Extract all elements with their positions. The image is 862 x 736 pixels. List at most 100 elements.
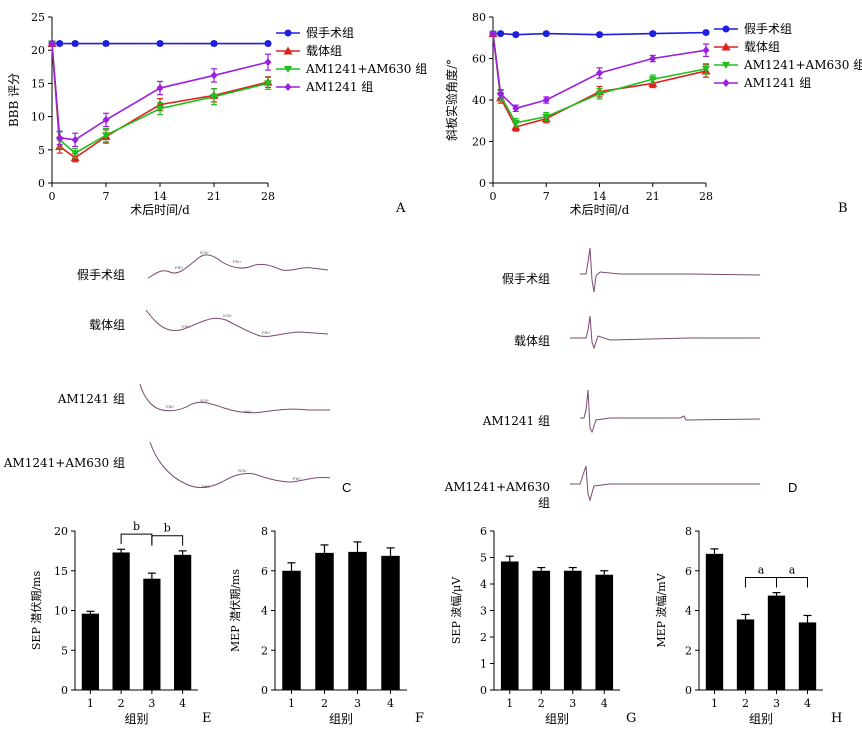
data-point bbox=[596, 69, 603, 78]
significance-label: b bbox=[133, 520, 140, 533]
data-point bbox=[702, 65, 710, 73]
trace-label: AM1241 组 bbox=[482, 414, 550, 428]
data-point bbox=[542, 113, 551, 121]
y-tick-label: 4 bbox=[261, 605, 268, 618]
x-tick-label: 1 bbox=[87, 697, 94, 710]
data-point bbox=[102, 132, 110, 140]
trace-label: 载体组 bbox=[88, 318, 125, 332]
y-axis-label: SEP 潜伏期/ms bbox=[29, 571, 43, 651]
significance-bracket bbox=[776, 576, 808, 588]
y-tick-label: 10 bbox=[31, 111, 45, 124]
sep-trace-plot: P40 N50 P60 P40 N50 P60 P40 N50 P60 P40 … bbox=[139, 250, 331, 489]
chart-f: 0 2 4 6 8 1 2 3 4 组别 MEP 潜伏期/ms F bbox=[228, 525, 424, 726]
bar bbox=[532, 570, 551, 690]
bar bbox=[705, 553, 724, 690]
bar bbox=[348, 551, 367, 690]
bar bbox=[143, 578, 161, 690]
trace-label: AM1241+AM630 组 bbox=[444, 480, 550, 510]
bar bbox=[798, 622, 817, 690]
mep-trace-vehicle bbox=[570, 315, 760, 350]
data-point bbox=[649, 30, 657, 38]
y-axis-label: 斜板实验角度/° bbox=[444, 59, 459, 141]
y-tick-label: 8 bbox=[261, 525, 268, 538]
trace-label: 载体组 bbox=[513, 334, 550, 348]
chart-g: 0 1 2 3 4 5 6 1 2 3 4 组别 SEP 波幅/μV G bbox=[450, 525, 636, 726]
data-point bbox=[264, 40, 272, 48]
legend-label: AM1241 组 bbox=[743, 76, 811, 90]
panel-letter: F bbox=[415, 711, 424, 726]
y-axis-label: MEP 波幅/mV bbox=[655, 572, 668, 647]
trace-label: 假手术组 bbox=[76, 268, 125, 282]
x-tick-label: 14 bbox=[153, 190, 167, 203]
svg-text:N50: N50 bbox=[238, 468, 247, 473]
svg-text:N50: N50 bbox=[200, 250, 209, 255]
data-point bbox=[721, 42, 731, 51]
y-tick-label: 0 bbox=[38, 177, 45, 190]
data-point bbox=[210, 40, 218, 48]
series-line bbox=[492, 33, 707, 128]
x-axis-label: 组别 bbox=[329, 712, 353, 726]
y-tick-label: 5 bbox=[38, 144, 45, 157]
data-point bbox=[264, 58, 272, 67]
data-point bbox=[284, 29, 292, 37]
x-axis-label: 术后时间/d bbox=[130, 203, 190, 217]
x-tick-label: 3 bbox=[148, 697, 155, 710]
x-tick-label: 0 bbox=[490, 190, 497, 203]
y-tick-label: 60 bbox=[472, 53, 486, 66]
bar bbox=[736, 619, 755, 690]
data-point bbox=[156, 40, 164, 48]
data-point bbox=[156, 84, 164, 93]
y-tick-label: 40 bbox=[472, 94, 486, 107]
sep-trace-sham bbox=[147, 254, 329, 279]
x-tick-label: 2 bbox=[538, 697, 545, 710]
data-point bbox=[48, 39, 56, 48]
y-tick-label: 4 bbox=[685, 605, 692, 618]
y-tick-label: 8 bbox=[685, 525, 692, 538]
data-point bbox=[542, 30, 550, 38]
mep-trace-sham bbox=[580, 247, 761, 293]
data-point bbox=[56, 133, 64, 142]
y-tick-label: 0 bbox=[685, 684, 692, 697]
x-axis-label: 组别 bbox=[749, 712, 773, 726]
data-point bbox=[497, 30, 505, 38]
y-tick-label: 20 bbox=[54, 525, 68, 538]
y-tick-label: 0 bbox=[479, 177, 486, 190]
x-tick-label: 21 bbox=[646, 190, 660, 203]
data-point bbox=[511, 119, 520, 127]
data-point bbox=[722, 25, 730, 33]
svg-text:P40: P40 bbox=[166, 404, 174, 409]
significance-bracket bbox=[120, 533, 153, 545]
bar bbox=[282, 570, 301, 690]
y-tick-label: 10 bbox=[54, 605, 68, 618]
x-tick-label: 28 bbox=[261, 190, 275, 203]
legend-label: 载体组 bbox=[744, 40, 780, 54]
svg-text:N50: N50 bbox=[200, 398, 209, 403]
y-axis-label: SEP 波幅/μV bbox=[450, 576, 463, 644]
y-tick-label: 2 bbox=[685, 644, 692, 657]
y-tick-label: 80 bbox=[472, 11, 486, 24]
bar bbox=[315, 552, 334, 690]
significance-bracket bbox=[151, 535, 184, 546]
x-tick-label: 2 bbox=[321, 697, 328, 710]
data-point bbox=[596, 31, 603, 39]
mep-trace-am1241-am630 bbox=[570, 465, 760, 502]
data-point bbox=[102, 40, 110, 48]
svg-text:P60: P60 bbox=[262, 330, 270, 335]
y-tick-label: 25 bbox=[31, 11, 45, 24]
panel-letter: H bbox=[831, 711, 842, 726]
panel-d-mep-traces: 假手术组 载体组 AM1241 组 AM1241+AM630 组 D bbox=[430, 232, 862, 510]
x-tick-label: 3 bbox=[569, 697, 576, 710]
y-tick-label: 6 bbox=[480, 525, 487, 538]
data-point bbox=[56, 40, 64, 48]
y-tick-label: 6 bbox=[685, 565, 692, 578]
y-tick-label: 2 bbox=[480, 631, 487, 644]
bar bbox=[81, 613, 99, 690]
data-point bbox=[156, 105, 164, 113]
legend-label: 假手术组 bbox=[306, 26, 354, 40]
y-tick-label: 20 bbox=[31, 44, 45, 57]
significance-bracket bbox=[745, 576, 777, 588]
svg-text:P60: P60 bbox=[233, 259, 241, 264]
legend-label: AM1241 组 bbox=[305, 80, 373, 94]
chart-e: 0 5 10 15 20 1 2 3 4 b b 组别 SEP 潜伏期/ms E bbox=[29, 520, 212, 726]
